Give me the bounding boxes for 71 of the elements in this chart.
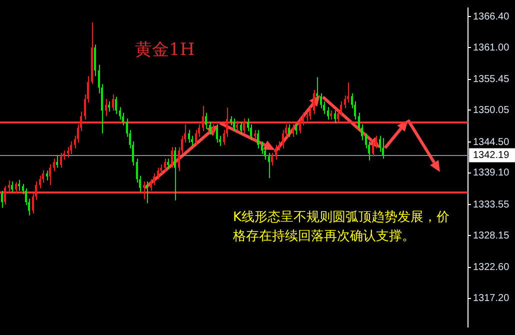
candlestick xyxy=(282,129,284,149)
candlestick xyxy=(105,98,107,117)
candlestick xyxy=(261,140,263,155)
y-tick-label: 1328.15 xyxy=(473,230,510,242)
y-tick-label: 1366.40 xyxy=(473,11,510,22)
candlestick xyxy=(94,44,96,77)
candlestick xyxy=(209,121,211,136)
candlestick xyxy=(306,111,308,122)
candlestick xyxy=(195,129,197,146)
candlestick xyxy=(1,190,3,208)
candlestick xyxy=(382,138,384,160)
y-tick-label: 1339.10 xyxy=(473,168,510,179)
candlestick xyxy=(53,158,55,172)
y-tick-label: 1317.20 xyxy=(473,293,510,304)
candlestick xyxy=(119,106,121,120)
candlestick xyxy=(309,106,311,120)
candlestick xyxy=(115,96,117,114)
annotation: K线形态呈不规则圆弧顶趋势发展，价格存在持续回落再次确认支撑。 xyxy=(233,209,451,246)
candlestick xyxy=(174,146,176,201)
candlestick xyxy=(288,124,290,138)
candlestick xyxy=(49,164,51,186)
candlestick xyxy=(379,135,381,152)
candlestick xyxy=(299,118,301,134)
candlestick xyxy=(320,92,322,109)
y-tick-label: 1344.50 xyxy=(473,136,510,148)
y-tick-label: 1361.00 xyxy=(473,42,510,54)
y-tick-label: 1355.45 xyxy=(473,74,510,86)
candlestick xyxy=(344,95,346,109)
candlestick xyxy=(11,181,13,192)
candlestick xyxy=(205,112,207,130)
ref-line-label: 1342.19 xyxy=(473,150,510,161)
candlestick xyxy=(295,124,297,136)
candlestick xyxy=(67,146,69,158)
candlestick xyxy=(233,118,235,132)
candlestick xyxy=(15,182,17,194)
candlestick xyxy=(56,154,58,168)
candlestick xyxy=(188,129,190,144)
y-tick-label: 1322.60 xyxy=(473,262,510,274)
candlestick xyxy=(143,181,145,200)
candlestick xyxy=(240,121,242,136)
candlestick xyxy=(164,158,166,172)
candlestick xyxy=(112,94,114,112)
candlestick xyxy=(60,152,62,168)
candlestick xyxy=(167,158,169,170)
candlestick xyxy=(39,175,41,189)
text: 黄金1H xyxy=(135,39,195,61)
candlestick xyxy=(257,129,259,149)
candlestick xyxy=(254,129,256,140)
y-tick-label: 1350.05 xyxy=(473,104,510,116)
candlestick xyxy=(372,140,374,157)
candlestick xyxy=(4,186,6,205)
candlestick xyxy=(146,181,148,204)
y-tick-label: 1333.55 xyxy=(473,199,510,210)
candlestick xyxy=(46,170,48,181)
candlestick xyxy=(202,105,204,132)
candlestick xyxy=(150,178,152,192)
candlestick xyxy=(171,146,173,168)
candlestick xyxy=(268,152,270,179)
candlestick xyxy=(243,118,245,134)
candlestick xyxy=(327,106,329,120)
candlestick xyxy=(230,116,232,126)
candlestick xyxy=(8,180,10,194)
candlestick xyxy=(334,110,336,124)
candlestick xyxy=(216,124,218,144)
candlestick xyxy=(275,144,277,160)
candlestick xyxy=(157,167,159,180)
candlestick xyxy=(70,140,72,155)
candlestick xyxy=(292,124,294,138)
candlestick xyxy=(212,124,214,134)
candlestick xyxy=(271,152,273,166)
candlestick xyxy=(313,89,315,114)
